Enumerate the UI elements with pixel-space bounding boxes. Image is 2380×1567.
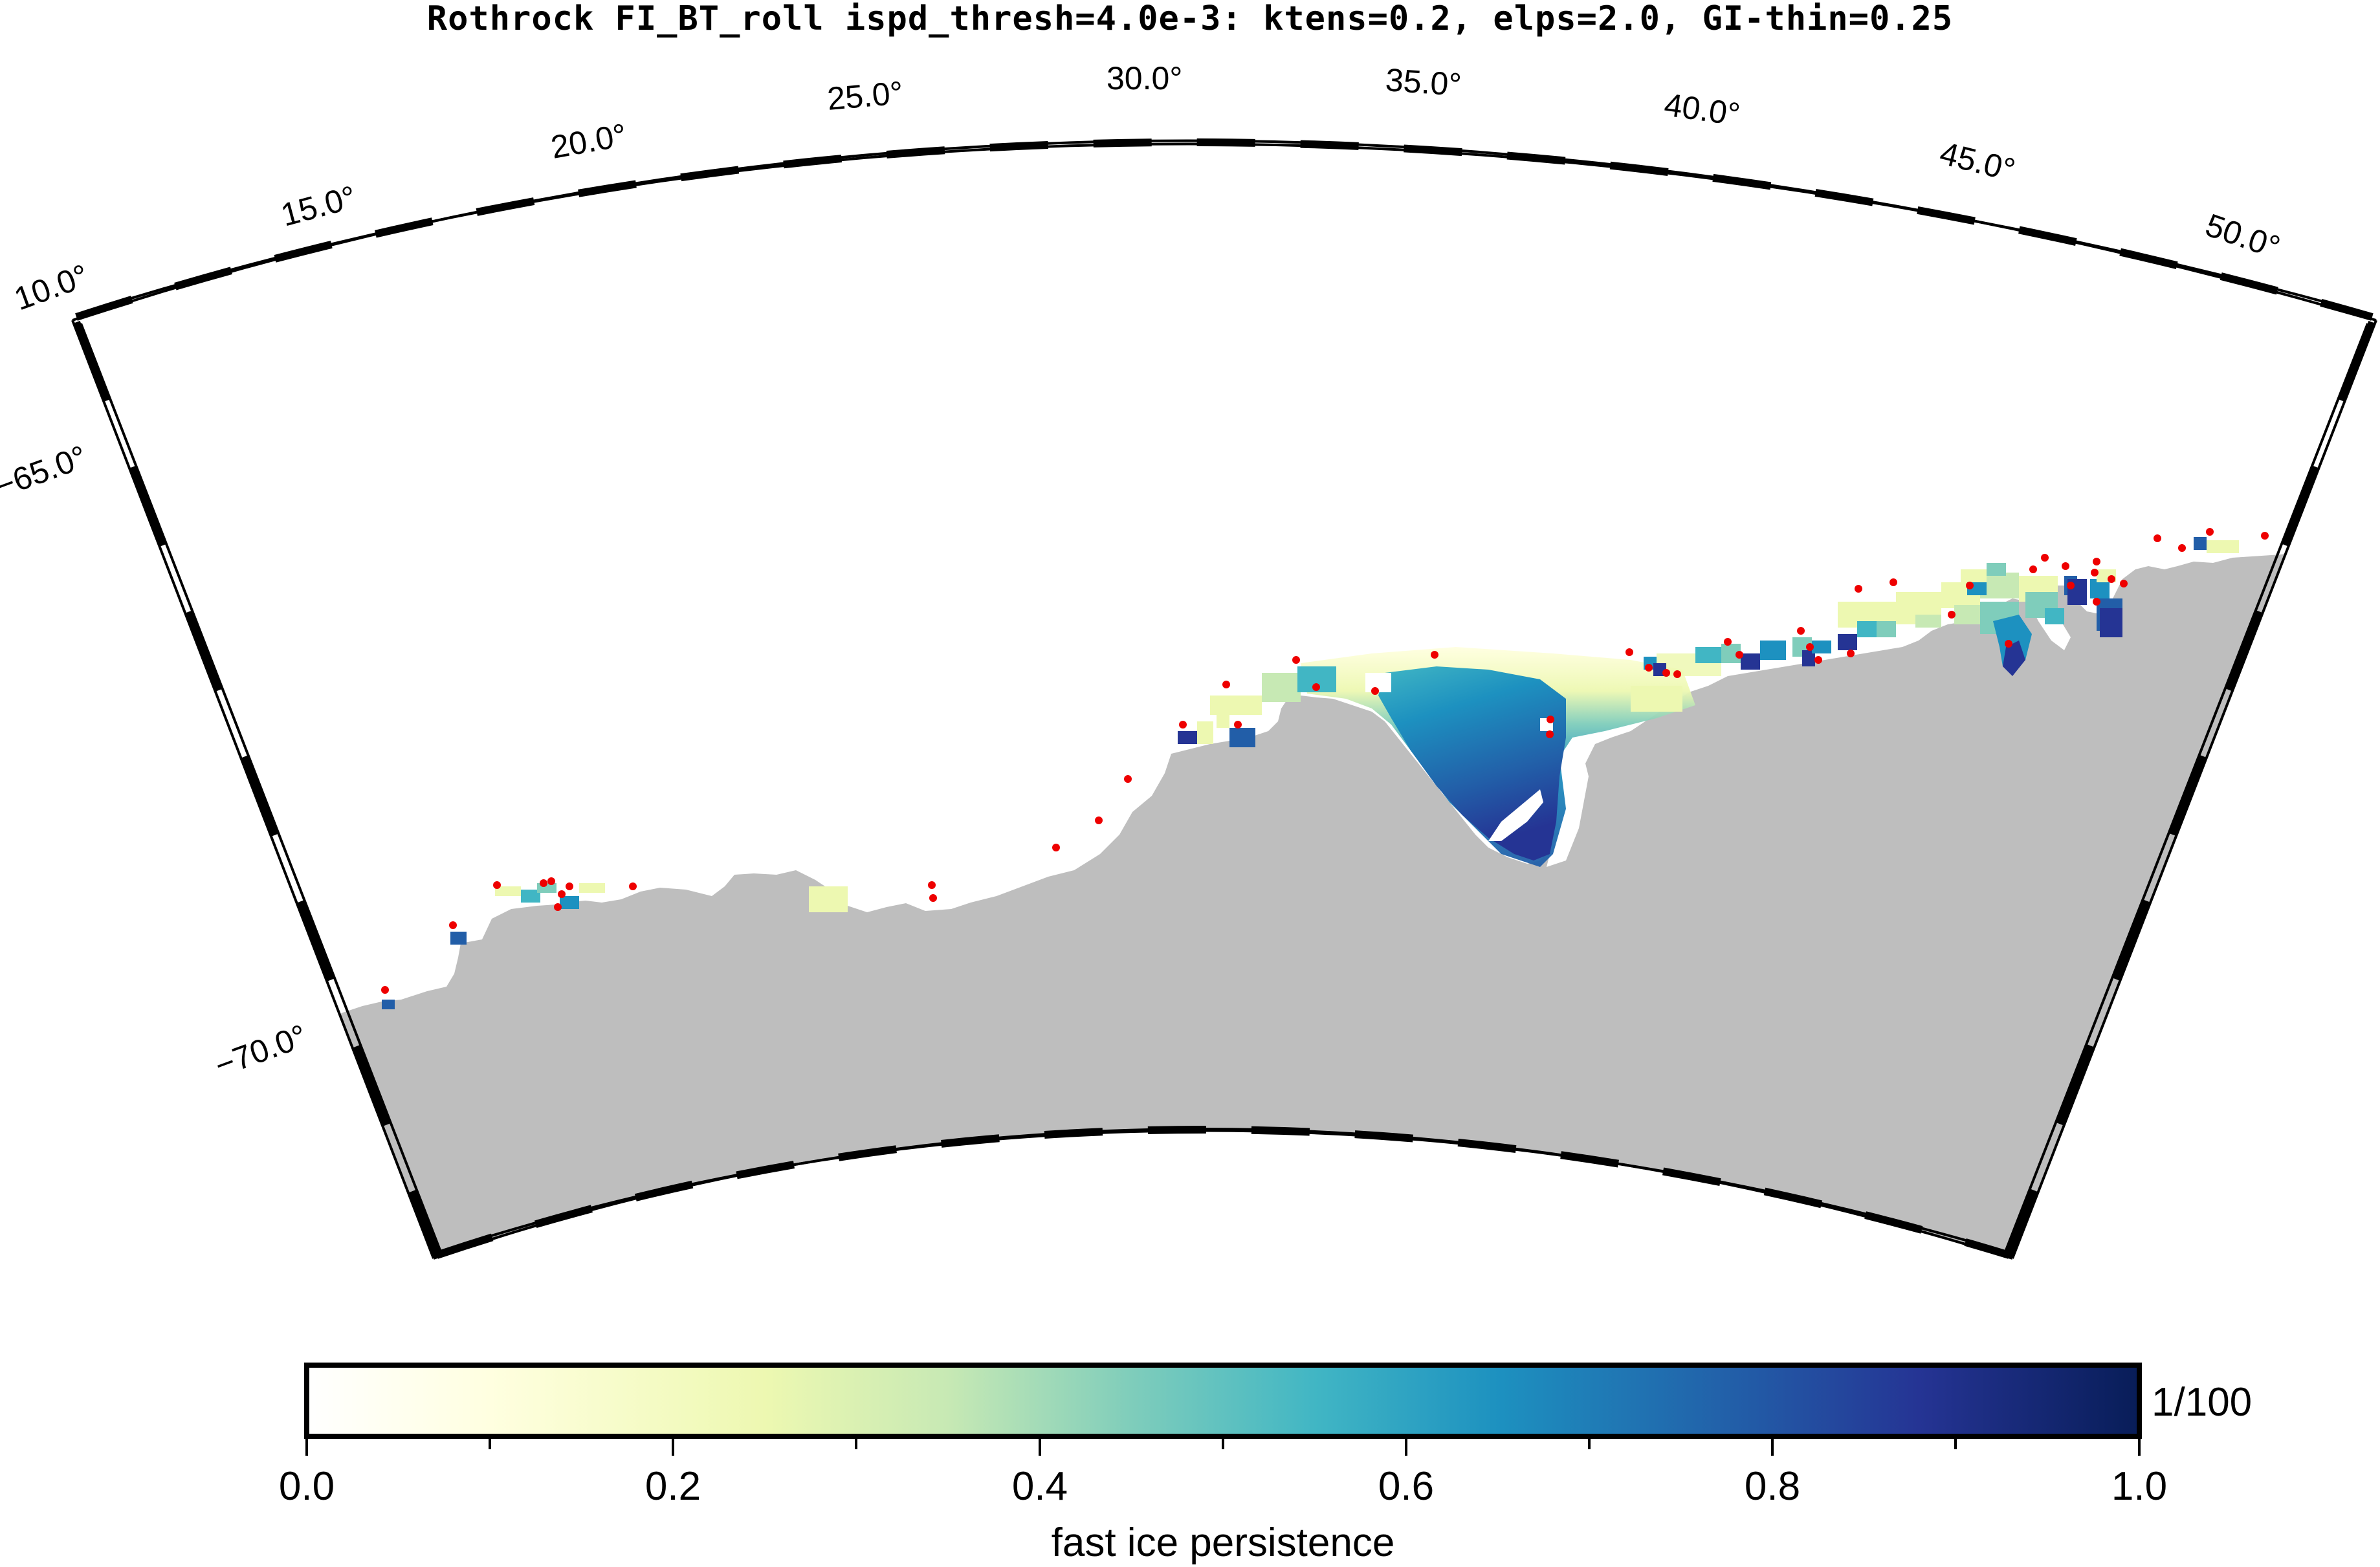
colorbar-tick-4: 0.8 xyxy=(1745,1464,1800,1509)
lon-label-30: 30.0° xyxy=(1107,60,1182,96)
colorbar-tick-0: 0.0 xyxy=(279,1464,335,1509)
colorbar: 0.0 0.2 0.4 0.6 0.8 1.0 1/100 fast ice p… xyxy=(279,1363,2252,1565)
lon-label-20: 20.0° xyxy=(548,116,629,166)
map-title: Rothrock FI_BT_roll ispd_thresh=4.0e-3: … xyxy=(426,0,1954,38)
colorbar-tick-2: 0.4 xyxy=(1012,1464,1068,1509)
colorbar-label: fast ice persistence xyxy=(1052,1520,1395,1565)
grounded-iceberg-markers xyxy=(381,528,2269,994)
lon-label-10: 10.0° xyxy=(10,258,93,318)
colorbar-unit: 1/100 xyxy=(2152,1380,2252,1425)
lon-label-40: 40.0° xyxy=(1662,86,1742,133)
lon-label-25: 25.0° xyxy=(826,74,905,117)
map-frame xyxy=(71,138,2377,1260)
lon-label-35: 35.0° xyxy=(1384,61,1462,103)
colorbar-tick-5: 1.0 xyxy=(2111,1464,2167,1509)
colorbar-tick-3: 0.6 xyxy=(1378,1464,1434,1509)
longitude-labels: 10.0° 15.0° 20.0° 25.0° 30.0° 35.0° 40.0… xyxy=(10,60,2285,317)
fast-ice-field xyxy=(382,537,2239,1009)
lon-label-45: 45.0° xyxy=(1936,135,2018,188)
lon-label-15: 15.0° xyxy=(277,179,360,233)
colorbar-tick-1: 0.2 xyxy=(645,1464,701,1509)
lon-label-50: 50.0° xyxy=(2201,206,2284,265)
lat-label-65: −65.0° xyxy=(0,439,91,505)
antarctic-landmass xyxy=(72,550,2376,1258)
lat-label-70: −70.0° xyxy=(210,1018,312,1084)
